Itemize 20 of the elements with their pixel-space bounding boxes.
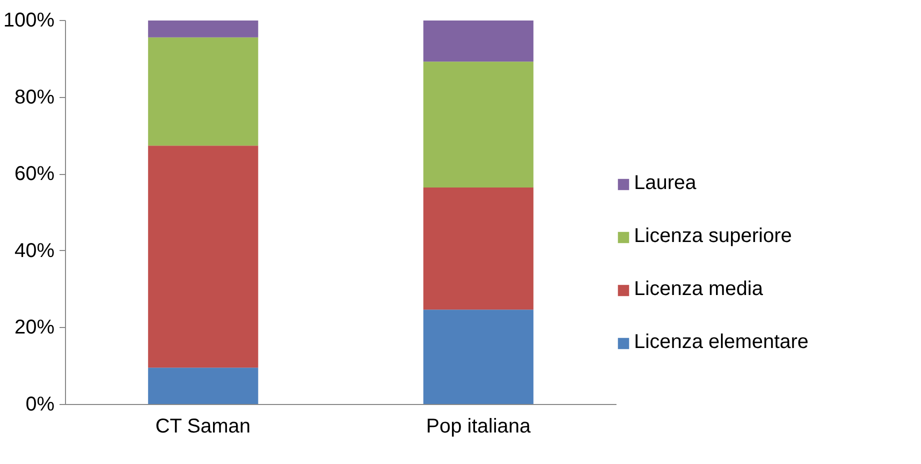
bar	[423, 188, 534, 310]
y-tick-label: 100%	[3, 10, 55, 32]
bar	[148, 37, 258, 146]
bar	[148, 368, 258, 404]
bar	[423, 20, 534, 62]
legend-label: Licenza elementare	[634, 331, 809, 354]
y-tick-label: 40%	[14, 240, 55, 262]
legend-label: Laurea	[634, 172, 696, 195]
bar	[148, 20, 258, 38]
x-tick-label: Pop italiana	[426, 416, 532, 438]
x-tick-label: CT Saman	[155, 416, 251, 438]
bar	[423, 62, 534, 188]
y-tick-label: 80%	[14, 86, 55, 108]
bar	[423, 310, 534, 404]
y-tick-label: 60%	[14, 163, 55, 186]
legend-label: Licenza superiore	[634, 225, 792, 248]
bar	[148, 146, 258, 368]
legend-label: Licenza media	[634, 278, 763, 301]
y-tick-label: 20%	[14, 316, 55, 339]
y-tick-label: 0%	[26, 394, 55, 416]
